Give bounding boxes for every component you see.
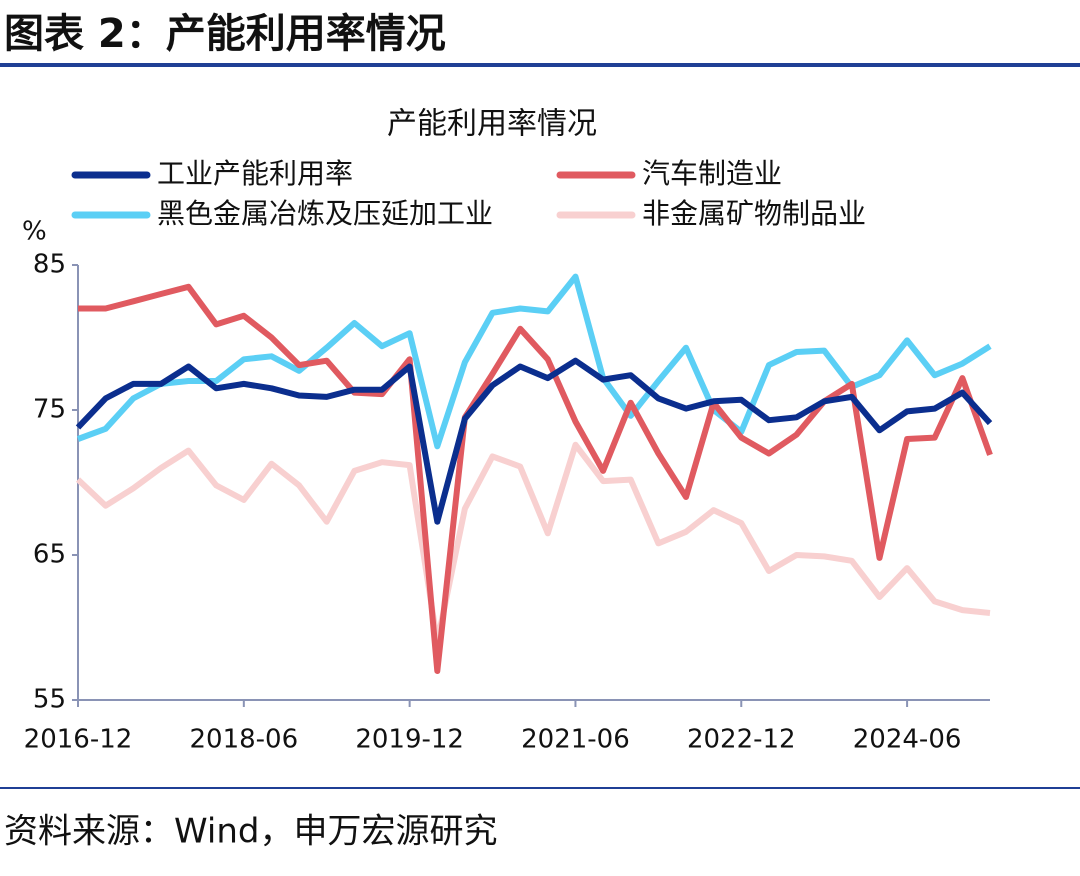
legend-label: 汽车制造业 — [642, 157, 782, 190]
page-title: 图表 2：产能利用率情况 — [4, 11, 446, 57]
y-tick-label: 85 — [33, 250, 66, 280]
y-tick-label: 75 — [33, 395, 66, 425]
y-tick-label: 65 — [33, 540, 66, 570]
legend-label: 黑色金属冶炼及压延加工业 — [157, 197, 493, 230]
series-line — [76, 273, 992, 450]
legend-label: 非金属矿物制品业 — [642, 197, 866, 230]
x-tick-label: 2018-06 — [189, 725, 298, 755]
legend-label: 工业产能利用率 — [157, 157, 353, 190]
source-note: 资料来源：Wind，申万宏源研究 — [4, 812, 497, 852]
y-tick-label: 55 — [33, 685, 66, 715]
chart-title: 产能利用率情况 — [387, 107, 597, 142]
x-tick-label: 2022-12 — [687, 725, 796, 755]
header-rule — [0, 63, 1080, 67]
series-line — [78, 283, 993, 674]
y-unit: % — [22, 217, 47, 247]
x-tick-label: 2019-12 — [355, 725, 464, 755]
series-line — [75, 441, 991, 645]
series-line — [75, 357, 993, 525]
x-tick-label: 2024-06 — [853, 725, 962, 755]
footer-rule — [0, 787, 1080, 789]
x-tick-label: 2016-12 — [24, 725, 133, 755]
x-tick-label: 2021-06 — [521, 725, 630, 755]
